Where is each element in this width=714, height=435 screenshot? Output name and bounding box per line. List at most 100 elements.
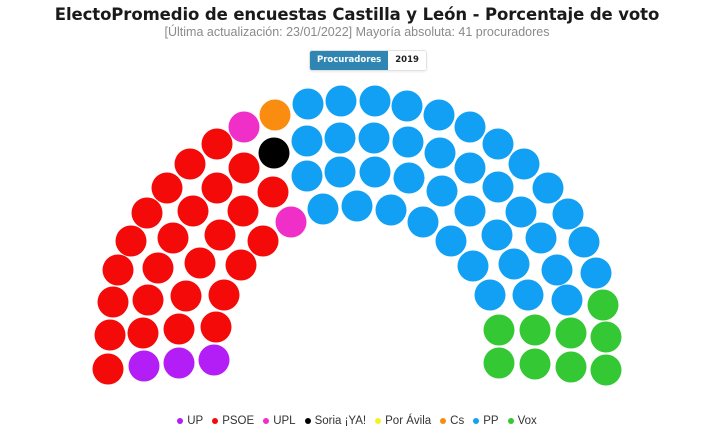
seat-pp[interactable] xyxy=(359,85,391,117)
seat-pp[interactable] xyxy=(498,248,530,280)
seat-vox[interactable] xyxy=(555,351,587,383)
seat-up[interactable] xyxy=(163,347,195,379)
seat-pp[interactable] xyxy=(423,99,455,131)
legend-dot-icon xyxy=(177,418,184,424)
seat-pp[interactable] xyxy=(426,175,458,207)
legend-item-por-avila[interactable]: Por Ávila xyxy=(375,415,431,427)
seat-psoe[interactable] xyxy=(142,252,174,284)
seat-pp[interactable] xyxy=(474,279,506,311)
seat-psoe[interactable] xyxy=(102,254,134,286)
seat-pp[interactable] xyxy=(552,198,584,230)
seat-psoe[interactable] xyxy=(201,172,233,204)
seat-psoe[interactable] xyxy=(115,225,147,257)
seat-psoe[interactable] xyxy=(200,311,232,343)
seat-psoe[interactable] xyxy=(132,284,164,316)
toggle-2019-button[interactable]: 2019 xyxy=(388,51,426,70)
seat-up[interactable] xyxy=(198,344,230,376)
seat-vox[interactable] xyxy=(555,317,587,349)
seat-vox[interactable] xyxy=(587,289,619,321)
seat-vox[interactable] xyxy=(590,354,622,386)
seat-pp[interactable] xyxy=(505,196,537,228)
seat-psoe[interactable] xyxy=(174,148,206,180)
seat-up[interactable] xyxy=(128,350,160,382)
seat-psoe[interactable] xyxy=(97,286,129,318)
seat-pp[interactable] xyxy=(391,90,423,122)
seat-pp[interactable] xyxy=(482,171,514,203)
chart-title: ElectoPromedio de encuestas Castilla y L… xyxy=(54,5,660,24)
seat-upl[interactable] xyxy=(275,206,307,238)
legend-item-soria-ya[interactable]: Soria ¡YA! xyxy=(304,415,366,427)
seat-pp[interactable] xyxy=(525,222,557,254)
seat-vox[interactable] xyxy=(483,314,515,346)
seat-psoe[interactable] xyxy=(225,249,257,281)
toggle-procuradores-button[interactable]: Procuradores xyxy=(310,51,389,70)
seat-pp[interactable] xyxy=(393,162,425,194)
legend-item-cs[interactable]: Cs xyxy=(440,415,464,427)
seat-psoe[interactable] xyxy=(208,279,240,311)
seat-upl[interactable] xyxy=(228,111,260,143)
seat-pp[interactable] xyxy=(532,172,564,204)
seat-psoe[interactable] xyxy=(201,128,233,160)
legend-item-pp[interactable]: PP xyxy=(473,415,499,427)
seat-psoe[interactable] xyxy=(163,313,195,345)
seat-pp[interactable] xyxy=(359,156,391,188)
legend-label: Cs xyxy=(450,415,465,427)
seat-pp[interactable] xyxy=(358,122,390,154)
seat-psoe[interactable] xyxy=(151,172,183,204)
legend-dot-icon xyxy=(507,418,514,424)
seat-psoe[interactable] xyxy=(177,195,209,227)
seat-pp[interactable] xyxy=(580,257,612,289)
seat-pp[interactable] xyxy=(324,122,356,154)
seat-psoe[interactable] xyxy=(127,317,159,349)
seat-psoe[interactable] xyxy=(92,353,124,385)
seat-psoe[interactable] xyxy=(94,319,126,351)
seat-pp[interactable] xyxy=(424,137,456,169)
seat-pp[interactable] xyxy=(454,152,486,184)
seat-pp[interactable] xyxy=(325,85,357,117)
seat-pp[interactable] xyxy=(481,219,513,251)
seat-pp[interactable] xyxy=(454,195,486,227)
seat-psoe[interactable] xyxy=(170,280,202,312)
seat-vox[interactable] xyxy=(590,321,622,353)
seat-psoe[interactable] xyxy=(257,176,289,208)
seat-pp[interactable] xyxy=(508,148,540,180)
legend-item-psoe[interactable]: PSOE xyxy=(212,415,254,427)
seat-soria-ya[interactable] xyxy=(258,137,290,169)
seat-pp[interactable] xyxy=(392,126,424,158)
legend-dot-icon xyxy=(440,418,447,424)
seat-pp[interactable] xyxy=(307,193,339,225)
seat-pp[interactable] xyxy=(568,226,600,258)
seat-pp[interactable] xyxy=(292,88,324,120)
seat-psoe[interactable] xyxy=(204,219,236,251)
seat-vox[interactable] xyxy=(483,347,515,379)
legend-item-up[interactable]: UP xyxy=(177,415,203,427)
seat-pp[interactable] xyxy=(375,194,407,226)
seat-pp[interactable] xyxy=(512,279,544,311)
seat-psoe[interactable] xyxy=(184,247,216,279)
legend-label: PSOE xyxy=(222,415,255,427)
seat-pp[interactable] xyxy=(482,128,514,160)
legend-item-vox[interactable]: Vox xyxy=(507,415,537,427)
seat-pp[interactable] xyxy=(407,206,439,238)
legend-item-upl[interactable]: UPL xyxy=(263,415,296,427)
seat-psoe[interactable] xyxy=(227,195,259,227)
seat-pp[interactable] xyxy=(454,111,486,143)
seat-cs[interactable] xyxy=(259,99,291,131)
seat-pp[interactable] xyxy=(551,284,583,316)
seat-pp[interactable] xyxy=(435,225,467,257)
view-toggle: Procuradores 2019 xyxy=(309,50,427,71)
seat-psoe[interactable] xyxy=(131,197,163,229)
seat-psoe[interactable] xyxy=(228,152,260,184)
seat-pp[interactable] xyxy=(541,254,573,286)
seat-vox[interactable] xyxy=(519,348,551,380)
seat-pp[interactable] xyxy=(341,190,373,222)
chart-legend: UP PSOE UPL Soria ¡YA! Por Ávila Cs PP V… xyxy=(0,415,714,427)
seat-pp[interactable] xyxy=(291,160,323,192)
seat-pp[interactable] xyxy=(291,125,323,157)
seat-pp[interactable] xyxy=(457,250,489,282)
seat-pp[interactable] xyxy=(324,156,356,188)
seat-psoe[interactable] xyxy=(157,222,189,254)
seat-psoe[interactable] xyxy=(247,225,279,257)
seat-vox[interactable] xyxy=(519,314,551,346)
